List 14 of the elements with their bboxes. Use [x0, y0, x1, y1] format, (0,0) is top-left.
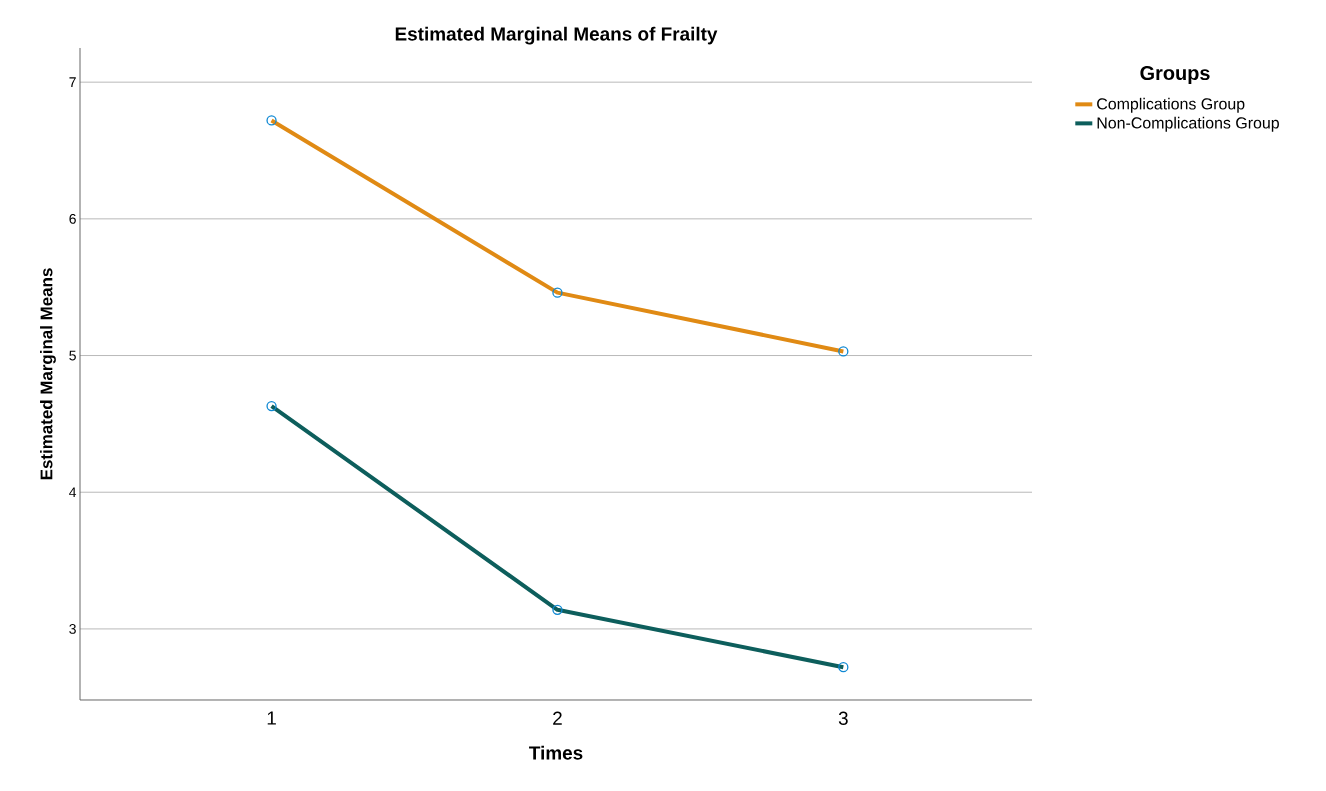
legend-label: Complications Group: [1097, 97, 1245, 113]
y-tick-label: 6: [69, 213, 76, 224]
x-tick-label: 3: [838, 711, 848, 725]
y-axis-title: Estimated Marginal Means: [40, 268, 56, 480]
chart-title: Estimated Marginal Means of Frailty: [395, 26, 718, 45]
x-tick-label: 2: [553, 711, 562, 725]
legend-title: Groups: [1140, 65, 1210, 85]
y-tick-label: 3: [69, 623, 76, 634]
x-tick-label: 1: [267, 711, 276, 725]
legend-label: Non-Complications Group: [1097, 116, 1279, 132]
y-tick-label: 4: [69, 487, 77, 498]
y-tick-label: 5: [69, 350, 76, 361]
y-tick-label: 7: [69, 77, 76, 87]
x-axis-title: Times: [529, 745, 583, 760]
